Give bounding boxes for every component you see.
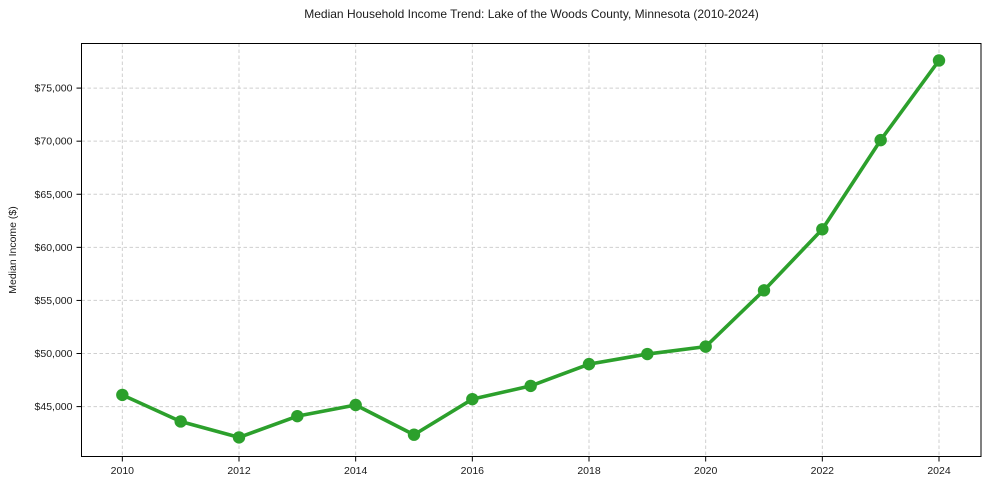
- y-tick-label: $50,000: [35, 348, 73, 360]
- y-tick-label: $60,000: [35, 242, 73, 254]
- data-point: [699, 340, 712, 353]
- data-point: [932, 54, 946, 67]
- data-point: [874, 133, 887, 147]
- y-tick-label: $75,000: [35, 83, 73, 95]
- x-tick-label: 2010: [111, 465, 135, 477]
- x-tick-label: 2012: [227, 465, 251, 477]
- x-tick-label: 2022: [811, 465, 835, 477]
- y-tick-label: $70,000: [35, 136, 73, 148]
- x-tick-label: 2014: [344, 465, 368, 477]
- data-point: [291, 409, 304, 423]
- data-point: [816, 223, 829, 236]
- data-point: [466, 392, 479, 406]
- x-tick-label: 2024: [927, 465, 951, 477]
- data-point: [232, 431, 246, 444]
- x-tick-label: 2018: [577, 465, 601, 477]
- x-tick-label: 2016: [461, 465, 485, 477]
- data-point: [757, 284, 771, 297]
- data-point: [116, 388, 129, 402]
- y-tick-label: $65,000: [35, 189, 73, 201]
- data-point: [349, 398, 362, 412]
- data-point: [641, 347, 654, 361]
- data-point: [582, 357, 596, 371]
- data-point: [407, 428, 421, 441]
- data-point: [174, 415, 187, 428]
- y-tick-label: $45,000: [35, 401, 73, 413]
- chart-title: Median Household Income Trend: Lake of t…: [304, 7, 759, 21]
- axes-border: [81, 43, 982, 457]
- x-tick-label: 2020: [694, 465, 718, 477]
- y-tick-label: $55,000: [35, 295, 73, 307]
- plot-area: [81, 43, 981, 457]
- data-point: [524, 379, 537, 393]
